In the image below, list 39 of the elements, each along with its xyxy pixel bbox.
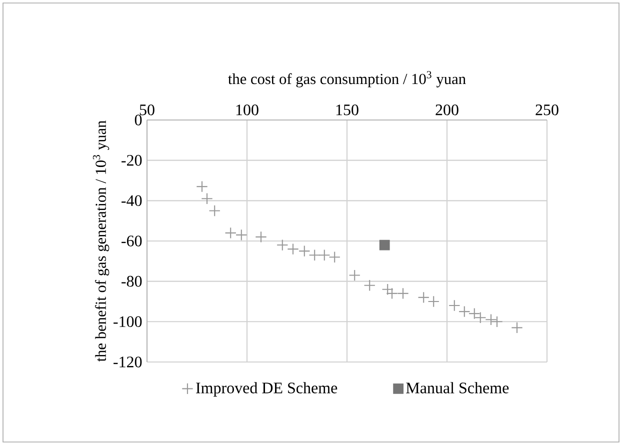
point xyxy=(348,269,360,282)
point xyxy=(491,316,503,328)
y-tick-label: -80 xyxy=(122,276,142,287)
x-tick-label: 100 xyxy=(236,104,258,116)
point xyxy=(201,192,213,205)
x-axis-title: the cost of gas consumption / 10$^{3}$ yuan xyxy=(228,71,466,88)
x-tick-label: 50 xyxy=(140,104,154,116)
x-tick-label: 150 xyxy=(336,104,358,116)
point xyxy=(511,322,523,334)
point xyxy=(224,227,236,239)
y-axis-title: the benefit of gas generation / 10$^{3}$ yuan xyxy=(92,120,110,362)
point xyxy=(448,300,460,312)
y-tick-label: -100 xyxy=(114,316,142,328)
y-tick-label: -40 xyxy=(122,195,142,206)
legend-label: Improved DE Scheme xyxy=(196,382,338,397)
point xyxy=(318,249,330,261)
point xyxy=(397,288,409,300)
y-tick-label: 0 xyxy=(134,114,142,126)
y-tick-label: -120 xyxy=(114,356,142,368)
point xyxy=(196,180,208,192)
point xyxy=(287,243,299,255)
point xyxy=(418,292,430,304)
y-tick-label: -20 xyxy=(122,154,142,166)
point xyxy=(328,251,340,263)
point xyxy=(308,249,320,261)
point xyxy=(428,296,440,308)
point xyxy=(236,229,248,241)
x-tick-label: 250 xyxy=(536,104,558,116)
y-tick-label: -60 xyxy=(122,236,142,246)
point xyxy=(458,306,470,318)
point xyxy=(364,279,376,292)
point xyxy=(276,239,288,251)
point xyxy=(379,240,390,250)
point xyxy=(485,314,497,326)
point xyxy=(255,231,267,243)
point xyxy=(208,204,220,217)
x-tick-label: 200 xyxy=(436,104,458,116)
point xyxy=(298,245,310,257)
legend-label: Manual Scheme xyxy=(406,382,509,394)
